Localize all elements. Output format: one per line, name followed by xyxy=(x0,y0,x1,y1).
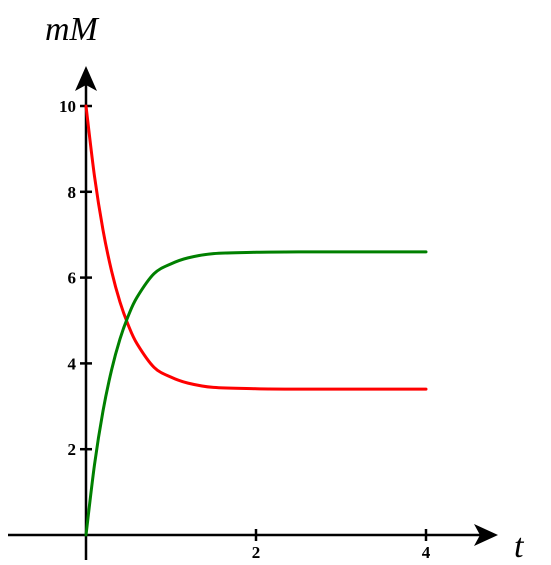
labels-layer: mM t xyxy=(45,11,525,565)
y-axis-arrow xyxy=(75,66,97,91)
y-axis-title: mM xyxy=(45,11,100,48)
y-tick-label-10: 10 xyxy=(59,97,76,116)
x-tick-label-2: 2 xyxy=(252,543,261,562)
series-line-1 xyxy=(84,104,428,391)
y-tick-label-8: 8 xyxy=(68,183,77,202)
series-layer xyxy=(84,104,428,537)
y-tick-label-2: 2 xyxy=(68,440,77,459)
y-tick-label-4: 4 xyxy=(68,354,77,373)
y-tick-label-6: 6 xyxy=(68,269,77,288)
series-line-2 xyxy=(84,250,428,537)
x-tick-label-4: 4 xyxy=(422,543,431,562)
x-axis-arrow xyxy=(474,524,498,546)
axes: 2 4 2 4 6 8 10 xyxy=(8,66,498,562)
x-axis-title: t xyxy=(514,528,525,565)
